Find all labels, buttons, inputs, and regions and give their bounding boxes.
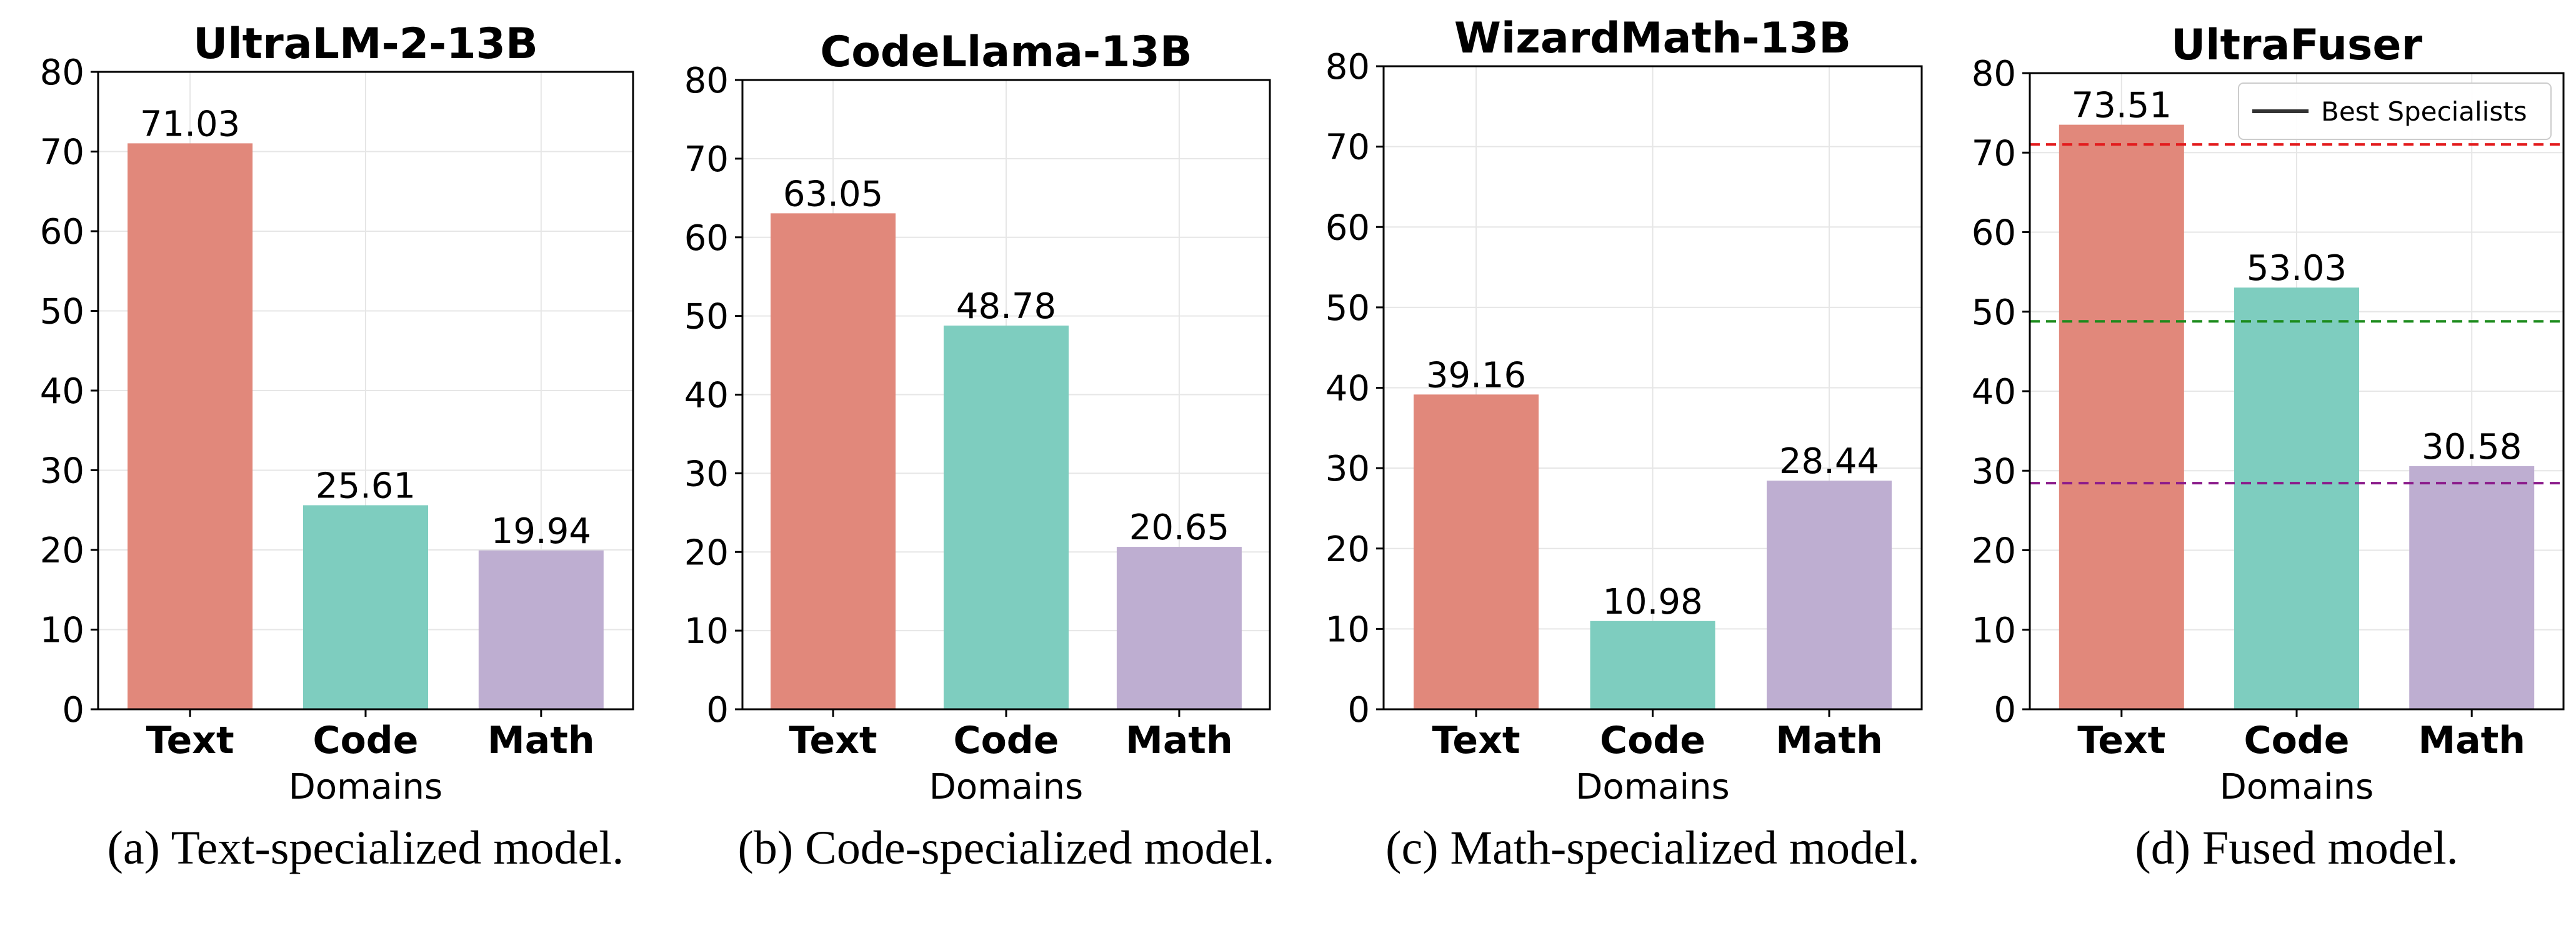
chart-title: UltraLM-2-13B bbox=[193, 19, 538, 69]
x-tick-label: Math bbox=[1126, 719, 1233, 762]
data-label: 30.58 bbox=[2422, 427, 2522, 467]
figure-caption: (d) Fused model. bbox=[2135, 822, 2458, 874]
y-tick-label: 30 bbox=[684, 454, 729, 494]
y-tick-label: 50 bbox=[1972, 292, 2016, 333]
y-tick-label: 60 bbox=[684, 218, 729, 259]
data-label: 10.98 bbox=[1602, 582, 1702, 622]
y-tick-label: 60 bbox=[1325, 207, 1370, 248]
y-tick-label: 80 bbox=[1972, 54, 2016, 94]
y-tick-label: 20 bbox=[1325, 529, 1370, 570]
y-tick-label: 70 bbox=[684, 139, 729, 180]
y-tick-label: 0 bbox=[1347, 690, 1370, 731]
chart-panel-2: 63.05 48.78 20.65 0 10 20 30 40 50 60 70 80 Text Code… bbox=[684, 27, 1275, 874]
bar-text bbox=[2059, 124, 2184, 709]
y-tick-label: 30 bbox=[40, 451, 84, 492]
y-tick-label: 70 bbox=[1325, 127, 1370, 168]
x-tick-label: Math bbox=[2418, 719, 2525, 762]
chart-panel-3: 39.16 10.98 28.44 0 10 20 30 40 50 60 70 80 Text Code… bbox=[1325, 14, 1923, 874]
y-tick-label: 80 bbox=[684, 61, 729, 101]
data-label: 19.94 bbox=[491, 511, 591, 552]
y-tick-label: 40 bbox=[1972, 372, 2016, 412]
x-tick-label: Text bbox=[789, 719, 877, 762]
x-axis-label: Domains bbox=[2220, 767, 2374, 807]
bar-text bbox=[127, 143, 253, 709]
data-label: 53.03 bbox=[2247, 248, 2347, 289]
y-tick-label: 10 bbox=[1325, 609, 1370, 650]
bar-math bbox=[1116, 547, 1242, 709]
legend-box bbox=[2238, 82, 2552, 140]
bar-text bbox=[1414, 394, 1539, 709]
bar-code bbox=[2234, 287, 2359, 709]
bar-code bbox=[303, 505, 428, 709]
y-tick-label: 80 bbox=[1325, 47, 1370, 87]
y-tick-label: 50 bbox=[684, 297, 729, 337]
data-label: 71.03 bbox=[140, 104, 240, 144]
data-label: 20.65 bbox=[1129, 507, 1229, 548]
x-tick-label: Text bbox=[2077, 719, 2165, 762]
y-tick-label: 40 bbox=[1325, 369, 1370, 409]
figure-caption: (c) Math-specialized model. bbox=[1385, 822, 1920, 874]
y-tick-label: 60 bbox=[40, 212, 84, 252]
bar-code bbox=[1590, 621, 1715, 709]
x-axis-label: Domains bbox=[289, 767, 442, 807]
x-tick-label: Math bbox=[1775, 719, 1883, 762]
y-tick-label: 30 bbox=[1325, 449, 1370, 489]
x-tick-label: Code bbox=[313, 719, 419, 762]
legend: Best Specialists bbox=[2238, 82, 2552, 140]
y-tick-label: 70 bbox=[40, 132, 84, 173]
y-tick-label: 20 bbox=[40, 531, 84, 571]
y-tick-label: 0 bbox=[62, 690, 84, 731]
y-tick-label: 10 bbox=[1972, 611, 2016, 651]
data-label: 25.61 bbox=[316, 466, 416, 506]
bar-math bbox=[2409, 466, 2535, 709]
y-tick-label: 20 bbox=[1972, 531, 2016, 572]
y-tick-label: 50 bbox=[40, 292, 84, 332]
chart-title: WizardMath-13B bbox=[1454, 14, 1851, 63]
y-tick-label: 50 bbox=[1325, 288, 1370, 329]
y-tick-label: 80 bbox=[40, 52, 84, 93]
data-label: 73.51 bbox=[2072, 86, 2172, 126]
chart-title: CodeLlama-13B bbox=[820, 27, 1192, 77]
bar-code bbox=[944, 325, 1069, 709]
y-tick-label: 10 bbox=[40, 611, 84, 651]
x-tick-label: Text bbox=[146, 719, 234, 762]
figure-caption: (b) Code-specialized model. bbox=[738, 822, 1275, 874]
x-axis-label: Domains bbox=[929, 767, 1083, 807]
legend-label: Best Specialists bbox=[2321, 96, 2527, 127]
y-tick-label: 0 bbox=[706, 690, 729, 731]
data-label: 28.44 bbox=[1779, 441, 1879, 482]
bar-math bbox=[1766, 481, 1892, 709]
x-tick-label: Text bbox=[1432, 719, 1520, 762]
x-axis-label: Domains bbox=[1575, 767, 1729, 807]
data-label: 48.78 bbox=[956, 286, 1056, 327]
y-tick-label: 0 bbox=[1994, 690, 2016, 731]
data-label: 39.16 bbox=[1426, 355, 1526, 396]
x-tick-label: Code bbox=[954, 719, 1059, 762]
y-tick-label: 40 bbox=[40, 371, 84, 412]
y-tick-label: 20 bbox=[684, 532, 729, 573]
chart-panel-4: 73.51 53.03 30.58 0 10 20 30 40 50 60 70 80 Text Code… bbox=[1972, 21, 2565, 874]
figure-caption: (a) Text-specialized model. bbox=[107, 822, 624, 874]
x-tick-label: Code bbox=[1600, 719, 1705, 762]
bar-math bbox=[478, 550, 604, 709]
data-label: 63.05 bbox=[783, 174, 883, 214]
x-tick-label: Code bbox=[2244, 719, 2350, 762]
y-tick-label: 70 bbox=[1972, 133, 2016, 174]
y-tick-label: 60 bbox=[1972, 213, 2016, 254]
y-tick-label: 30 bbox=[1972, 451, 2016, 492]
chart-panel-1: 71.03 25.61 19.94 0 10 20 30 40 50 60 70 80 Text Code… bbox=[40, 19, 634, 874]
bar-text bbox=[771, 213, 896, 709]
chart-title: UltraFuser bbox=[2171, 21, 2423, 70]
y-tick-label: 10 bbox=[684, 611, 729, 652]
x-tick-label: Math bbox=[487, 719, 595, 762]
y-tick-label: 40 bbox=[684, 376, 729, 416]
